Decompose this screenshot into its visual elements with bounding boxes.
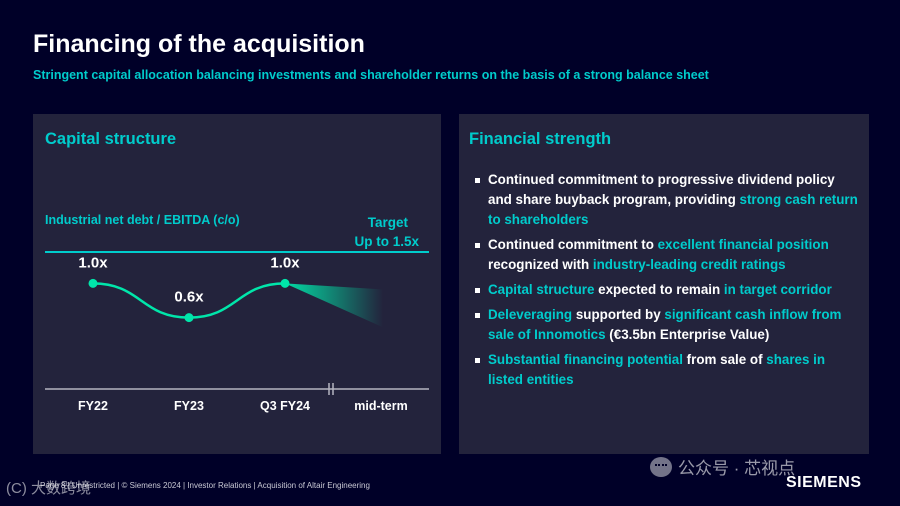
financial-strength-bullets: Continued commitment to progressive divi… <box>475 170 859 395</box>
siemens-logo: SIEMENS <box>786 474 862 491</box>
bullet-item: Substantial financing potential from sal… <box>475 350 859 390</box>
target-label-line1: Target <box>368 215 409 230</box>
net-debt-chart: Industrial net debt / EBITDA (c/o) Targe… <box>45 213 429 413</box>
watermark-right: 公众号 · 芯视点 <box>650 454 795 479</box>
data-point-q3fy24 <box>280 278 290 288</box>
bullet-highlight: significant cash inflow from sale of Inn… <box>488 307 842 342</box>
bullet-text: expected to remain <box>594 282 724 297</box>
data-point-fy23 <box>184 313 194 323</box>
financial-strength-title: Financial strength <box>469 130 612 148</box>
slide-subtitle: Stringent capital allocation balancing i… <box>33 68 709 82</box>
bullet-text: from sale of <box>682 352 767 367</box>
bullet-text: supported by <box>572 307 665 322</box>
tick-label-q3fy24: Q3 FY24 <box>260 399 310 413</box>
bullet-highlight: industry-leading credit ratings <box>592 257 786 272</box>
target-label-line2: Up to 1.5x <box>354 234 419 249</box>
chart-ylabel: Industrial net debt / EBITDA (c/o) <box>45 213 240 227</box>
target-fan <box>285 283 383 328</box>
data-point-fy22 <box>88 278 98 288</box>
slide-title: Financing of the acquisition <box>33 30 365 58</box>
bullet-item: Continued commitment to excellent financ… <box>475 235 859 275</box>
footer-text: Page 8 | Unrestricted | © Siemens 2024 |… <box>40 481 370 490</box>
bullet-text: (€3.5bn Enterprise Value) <box>605 327 770 342</box>
data-label-q3fy24: 1.0x <box>270 254 300 271</box>
bullet-text: Continued commitment to progressive divi… <box>488 172 835 207</box>
bullet-item: Deleveraging supported by significant ca… <box>475 305 859 345</box>
bullet-item: Capital structure expected to remain in … <box>475 280 859 300</box>
bullet-item: Continued commitment to progressive divi… <box>475 170 859 230</box>
tick-label-fy22: FY22 <box>78 399 108 413</box>
bullet-highlight: strong cash return to shareholders <box>488 192 858 227</box>
watermark-right-text: 公众号 · 芯视点 <box>678 459 796 478</box>
financial-strength-panel: Financial strength Continued commitment … <box>459 114 869 454</box>
bullet-text: recognized with <box>488 257 593 272</box>
bullet-highlight: shares in listed entities <box>488 352 826 387</box>
tick-label-fy23: FY23 <box>174 399 204 413</box>
bullet-highlight: Capital structure <box>488 282 595 297</box>
capital-structure-panel: Capital structure Industrial net debt / … <box>33 114 441 454</box>
wechat-icon <box>650 456 672 477</box>
bullet-highlight: excellent financial position <box>657 237 829 252</box>
bullet-highlight: Substantial financing potential <box>488 352 683 367</box>
data-label-fy23: 0.6x <box>174 289 204 306</box>
watermark-left: (C) 大数跨境 <box>6 480 91 497</box>
bullet-text: Continued commitment to <box>488 237 658 252</box>
tick-label-midterm: mid-term <box>354 399 407 413</box>
capital-structure-title: Capital structure <box>45 130 177 148</box>
bullet-highlight: in target corridor <box>723 282 832 297</box>
bullet-highlight: Deleveraging <box>488 307 573 322</box>
data-label-fy22: 1.0x <box>78 254 108 271</box>
